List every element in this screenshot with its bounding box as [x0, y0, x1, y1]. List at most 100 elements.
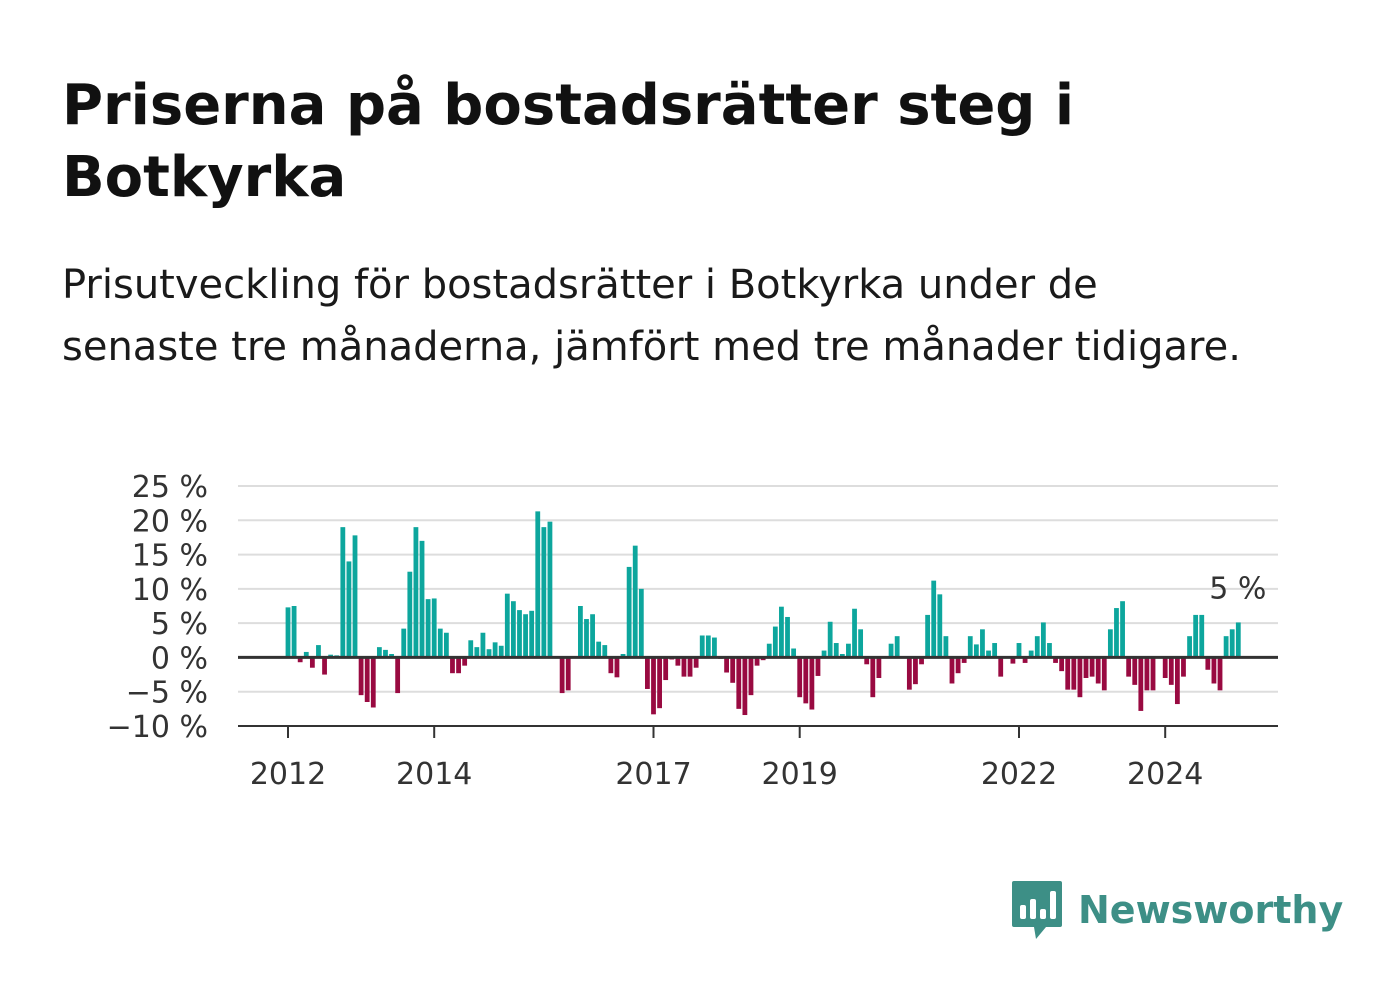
- bar: [730, 657, 736, 683]
- axes: −10 %−5 %0 %5 %10 %15 %20 %25 %2012 2014 2…: [107, 470, 1278, 792]
- bar: [827, 621, 833, 658]
- bar: [955, 657, 961, 674]
- bar: [450, 657, 455, 674]
- bar: [1114, 608, 1119, 658]
- y-tick-label: 0 %: [151, 641, 208, 676]
- bar: [358, 657, 364, 696]
- bar: [584, 619, 589, 658]
- brand: Newsworthy: [1010, 878, 1343, 942]
- bar: [1199, 614, 1205, 658]
- x-tick-label: 2017: [615, 757, 691, 792]
- bar: [1010, 657, 1016, 664]
- bar: [906, 657, 912, 690]
- bar: [870, 657, 876, 698]
- bar: [681, 657, 687, 677]
- bar: [1205, 657, 1211, 670]
- bar: [1089, 657, 1095, 677]
- y-tick-label: 20 %: [132, 504, 208, 539]
- bar: [419, 540, 425, 658]
- bar: [986, 650, 991, 658]
- bar: [492, 642, 498, 658]
- bar: [413, 527, 419, 658]
- bar: [699, 635, 705, 658]
- bar: [894, 636, 900, 658]
- bar: [1016, 643, 1022, 658]
- bar: [1120, 601, 1125, 658]
- bar: [913, 657, 918, 685]
- bar: [578, 606, 583, 658]
- bar: [632, 545, 638, 658]
- bar: [541, 527, 547, 658]
- bar: [1235, 622, 1241, 658]
- bar: [517, 610, 522, 658]
- y-tick-label: −5 %: [126, 676, 208, 711]
- bar: [785, 616, 790, 658]
- bar: [316, 645, 321, 658]
- bar: [980, 629, 985, 658]
- bar: [364, 657, 370, 702]
- bar: [322, 657, 327, 675]
- bar: [401, 628, 407, 658]
- bar: [1053, 657, 1058, 663]
- bar: [1028, 650, 1034, 658]
- bar: [303, 651, 309, 658]
- bar: [657, 657, 662, 709]
- bar: [687, 657, 693, 677]
- bar: [1071, 657, 1077, 690]
- bar: [1059, 657, 1065, 672]
- bar: [712, 637, 717, 658]
- bar: [815, 657, 821, 676]
- bar: [456, 657, 461, 674]
- x-tick-label: 2024: [1127, 757, 1203, 792]
- bar-chart: −10 %−5 %0 %5 %10 %15 %20 %25 %2012 2014 2…: [107, 470, 1278, 792]
- bar: [535, 511, 541, 658]
- bar: [675, 657, 681, 666]
- bar: [858, 629, 864, 658]
- bar: [431, 598, 437, 658]
- bar: [1132, 657, 1138, 685]
- last-value-annotation: 5 %: [1209, 572, 1266, 607]
- newsworthy-logo-icon: [1012, 881, 1062, 939]
- bar: [705, 635, 711, 658]
- bar: [949, 657, 955, 684]
- bar: [925, 614, 931, 658]
- bar: [395, 657, 401, 694]
- bar: [291, 606, 297, 658]
- y-tick-label: −10 %: [107, 710, 208, 745]
- bar: [1229, 629, 1235, 658]
- bar: [864, 657, 870, 665]
- bar: [919, 657, 924, 665]
- bar: [1162, 657, 1168, 678]
- bar: [565, 657, 571, 691]
- bar: [888, 643, 894, 658]
- bar: [547, 521, 553, 658]
- bar: [967, 636, 973, 658]
- x-tick-label: 2012: [250, 757, 326, 792]
- bar: [425, 599, 431, 658]
- bar: [523, 614, 528, 658]
- bar: [309, 657, 315, 668]
- bar: [992, 643, 998, 658]
- bar: [736, 657, 742, 709]
- bar: [638, 588, 644, 658]
- bar: [742, 657, 748, 716]
- bar: [1138, 657, 1144, 711]
- bar: [370, 657, 376, 708]
- bar: [791, 648, 797, 658]
- y-tick-label: 15 %: [132, 539, 208, 574]
- bar: [1174, 657, 1180, 705]
- bar: [614, 657, 620, 678]
- bar: [1187, 636, 1192, 658]
- bar: [620, 654, 626, 658]
- bar: [973, 644, 979, 658]
- bar: [480, 632, 486, 658]
- bar: [468, 640, 474, 658]
- bar: [297, 657, 303, 663]
- bar: [779, 606, 784, 658]
- bar: [559, 657, 565, 694]
- bar: [376, 647, 382, 658]
- bar: [1217, 657, 1223, 691]
- bar: [1223, 636, 1229, 658]
- bar: [352, 535, 358, 658]
- bar: [498, 645, 504, 658]
